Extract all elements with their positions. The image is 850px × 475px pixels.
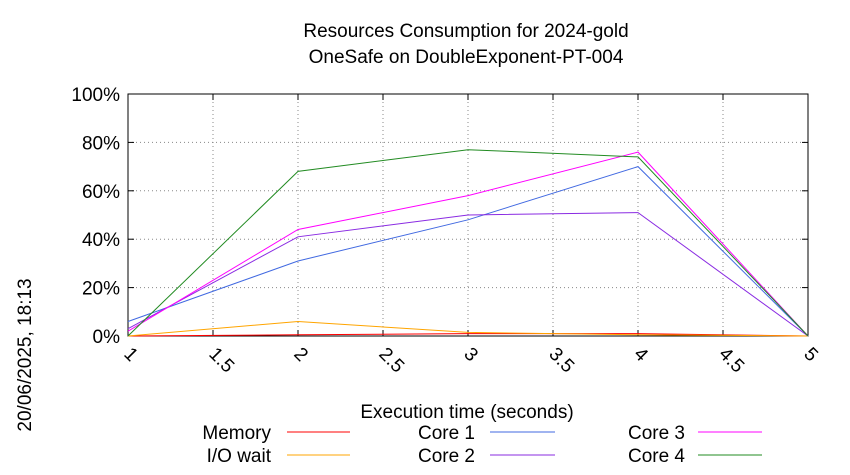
legend-label: Core 2 [418,446,475,467]
series-line-memory [127,333,809,337]
x-axis-label: Execution time (seconds) [360,402,573,423]
y-axis: 0% 20% 40% 60% 80% 100% [71,85,808,348]
x-tick-label: 5 [799,344,821,366]
x-tick-label: 4.5 [714,344,748,378]
series-line-i-o-wait [127,320,809,337]
y-tick-label: 80% [82,133,120,154]
timestamp-label: 20/06/2025, 18:13 [15,278,36,431]
series-line-core-1 [127,166,809,337]
legend-label: Memory [202,423,271,444]
y-tick-label: 100% [71,85,120,106]
series-line-core-4 [127,149,809,337]
x-tick-label: 1.5 [204,344,238,378]
legend-label: Core 3 [628,423,685,444]
x-tick-label: 3.5 [544,344,578,378]
legend-label: I/O wait [207,446,272,467]
legend-label: Core 4 [628,446,685,467]
y-tick-label: 0% [93,327,121,348]
series-lines [127,149,809,337]
x-tick-label: 2.5 [374,344,408,378]
grid [128,94,808,336]
chart-subtitle: OneSafe on DoubleExponent-PT-004 [309,47,624,68]
y-tick-label: 40% [82,230,120,251]
y-tick-label: 20% [82,279,120,300]
series-line-core-3 [127,151,809,337]
x-tick-label: 4 [629,344,652,367]
legend-label: Core 1 [418,423,475,444]
chart-title: Resources Consumption for 2024-gold [303,21,628,42]
y-tick-label: 60% [82,182,120,203]
series-line-core-2 [127,212,809,337]
x-tick-label: 1 [119,344,141,366]
x-tick-label: 2 [289,344,311,366]
x-tick-label: 3 [459,344,481,366]
